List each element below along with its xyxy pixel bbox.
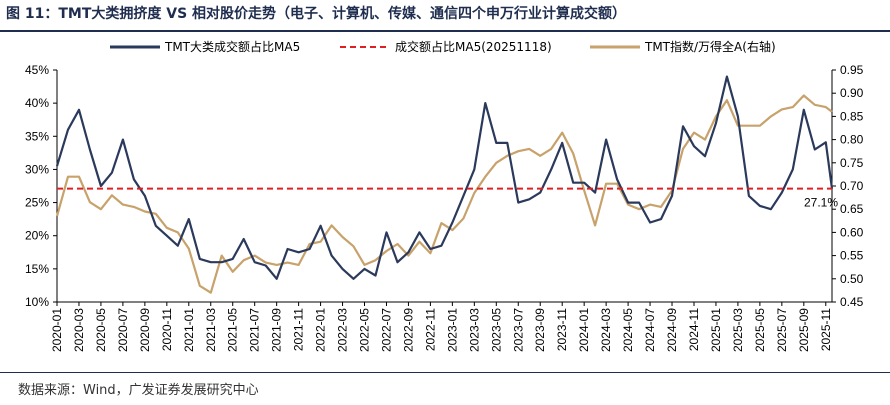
x-tick-label: 2024-05 xyxy=(621,308,635,352)
right-tick-label: 0.95 xyxy=(840,63,864,77)
x-tick-label: 2025-01 xyxy=(709,308,723,352)
x-tick-label: 2022-07 xyxy=(379,308,393,352)
left-tick-label: 10% xyxy=(25,295,49,309)
annotation-label: 27.1% xyxy=(804,196,838,210)
right-tick-label: 0.45 xyxy=(840,295,864,309)
figure-title: 图 11：TMT大类拥挤度 VS 相对股价走势（电子、计算机、传媒、通信四个申万… xyxy=(6,6,627,22)
legend-label-reference: 成交额占比MA5(20251118) xyxy=(395,39,552,54)
left-tick-label: 15% xyxy=(25,262,49,276)
x-tick-label: 2021-09 xyxy=(270,308,284,352)
source-note: 数据来源：Wind，广发证券发展研究中心 xyxy=(18,383,259,398)
x-tick-label: 2021-05 xyxy=(226,308,240,352)
left-tick-label: 20% xyxy=(25,229,49,243)
x-tick-label: 2020-03 xyxy=(72,308,86,352)
left-tick-label: 45% xyxy=(25,63,49,77)
x-tick-label: 2023-05 xyxy=(489,308,503,352)
x-tick-label: 2023-03 xyxy=(467,308,481,352)
x-tick-label: 2022-09 xyxy=(401,308,415,352)
x-tick-label: 2022-01 xyxy=(314,308,328,352)
x-tick-label: 2020-09 xyxy=(138,308,152,352)
x-tick-label: 2025-05 xyxy=(753,308,767,352)
series-line-ratio xyxy=(55,94,833,294)
left-tick-label: 35% xyxy=(25,129,49,143)
x-tick-label: 2025-11 xyxy=(819,308,833,351)
x-tick-label: 2021-07 xyxy=(248,308,262,352)
x-tick-label: 2021-03 xyxy=(204,308,218,352)
left-tick-label: 30% xyxy=(25,162,49,176)
right-axis-ticks: 0.45 0.50 0.55 0.60 0.65 0.70 0.75 0.80 0.85 0.90… xyxy=(832,63,864,309)
x-tick-label: 2024-01 xyxy=(577,308,591,352)
right-tick-label: 0.55 xyxy=(840,249,864,263)
x-tick-label: 2024-09 xyxy=(665,308,679,352)
x-tick-label: 2024-07 xyxy=(643,308,657,352)
x-tick-label: 2022-11 xyxy=(423,308,437,351)
line-chart: TMT大类成交额占比MA5 成交额占比MA5(20251118) TMT指数/万… xyxy=(25,39,864,352)
legend-label-share: TMT大类成交额占比MA5 xyxy=(164,39,300,54)
x-axis-ticks: 2020-01 2020-03 2020-05 2020-07 2020-09 2020-… xyxy=(50,302,833,352)
left-axis-ticks: 10% 15% 20% 25% 30% 35% 40% 45% xyxy=(25,63,57,309)
right-tick-label: 0.65 xyxy=(840,202,864,216)
x-tick-label: 2022-03 xyxy=(336,308,350,352)
x-tick-label: 2023-01 xyxy=(445,308,459,352)
x-tick-label: 2021-11 xyxy=(292,308,306,351)
x-tick-label: 2020-07 xyxy=(116,308,130,352)
left-tick-label: 40% xyxy=(25,96,49,110)
x-tick-label: 2022-05 xyxy=(358,308,372,352)
x-tick-label: 2020-11 xyxy=(160,308,174,351)
right-tick-label: 0.80 xyxy=(840,133,864,147)
x-tick-label: 2025-03 xyxy=(731,308,745,352)
series-line-share xyxy=(55,75,834,280)
legend: TMT大类成交额占比MA5 成交额占比MA5(20251118) TMT指数/万… xyxy=(110,39,776,54)
x-tick-label: 2025-07 xyxy=(775,308,789,352)
x-tick-label: 2021-01 xyxy=(182,308,196,352)
series-layer xyxy=(55,75,834,294)
right-tick-label: 0.85 xyxy=(840,109,864,123)
title-rule xyxy=(0,30,890,32)
right-tick-label: 0.75 xyxy=(840,156,864,170)
left-tick-label: 25% xyxy=(25,196,49,210)
right-tick-label: 0.70 xyxy=(840,179,864,193)
x-tick-label: 2025-09 xyxy=(797,308,811,352)
legend-label-ratio: TMT指数/万得全A(右轴) xyxy=(644,39,776,54)
right-tick-label: 0.50 xyxy=(840,272,864,286)
x-tick-label: 2020-01 xyxy=(50,308,64,352)
footer-rule xyxy=(0,372,890,373)
x-tick-label: 2024-11 xyxy=(687,308,701,351)
x-tick-label: 2023-09 xyxy=(533,308,547,352)
x-tick-label: 2023-07 xyxy=(511,308,525,352)
right-tick-label: 0.60 xyxy=(840,225,864,239)
x-tick-label: 2020-05 xyxy=(94,308,108,352)
right-tick-label: 0.90 xyxy=(840,86,864,100)
x-tick-label: 2024-03 xyxy=(599,308,613,352)
x-tick-label: 2023-11 xyxy=(555,308,569,351)
